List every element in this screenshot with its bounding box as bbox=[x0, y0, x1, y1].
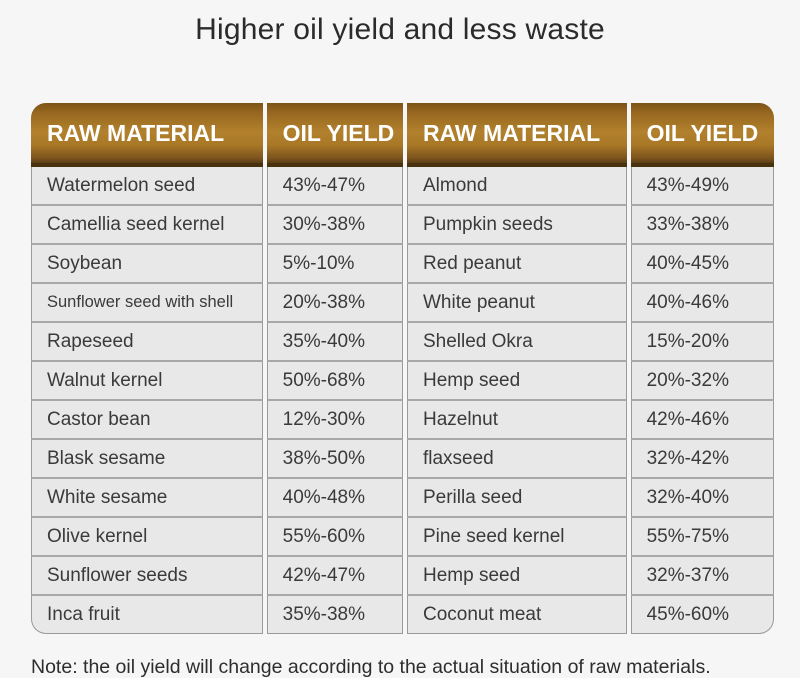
header-row: RAW MATERIAL OIL YIELD RAW MATERIAL OIL … bbox=[31, 103, 774, 167]
yield-cell: 5%-10% bbox=[266, 245, 403, 284]
column-header-oil-yield-left: OIL YIELD bbox=[266, 103, 403, 167]
material-cell: Camellia seed kernel bbox=[31, 206, 263, 245]
material-cell: Shelled Okra bbox=[406, 323, 627, 362]
table-row: Sunflower seeds 42%-47% Hemp seed 32%-37% bbox=[31, 557, 774, 596]
table-header: RAW MATERIAL OIL YIELD RAW MATERIAL OIL … bbox=[31, 103, 774, 167]
yield-cell: 15%-20% bbox=[630, 323, 774, 362]
yield-cell: 32%-42% bbox=[630, 440, 774, 479]
yield-cell: 43%-47% bbox=[266, 167, 403, 206]
material-cell: Hemp seed bbox=[406, 362, 627, 401]
yield-cell: 40%-46% bbox=[630, 284, 774, 323]
material-cell: Hazelnut bbox=[406, 401, 627, 440]
table-row: Rapeseed 35%-40% Shelled Okra 15%-20% bbox=[31, 323, 774, 362]
yield-cell: 40%-48% bbox=[266, 479, 403, 518]
yield-cell: 42%-46% bbox=[630, 401, 774, 440]
table-row: Camellia seed kernel 30%-38% Pumpkin seeds… bbox=[31, 206, 774, 245]
yield-cell: 55%-60% bbox=[266, 518, 403, 557]
yield-cell: 50%-68% bbox=[266, 362, 403, 401]
material-cell: Walnut kernel bbox=[31, 362, 263, 401]
yield-cell: 12%-30% bbox=[266, 401, 403, 440]
yield-cell: 45%-60% bbox=[630, 596, 774, 634]
page-title: Higher oil yield and less waste bbox=[195, 13, 605, 46]
yield-cell: 20%-32% bbox=[630, 362, 774, 401]
oil-yield-table: RAW MATERIAL OIL YIELD RAW MATERIAL OIL … bbox=[27, 103, 778, 634]
material-cell: Watermelon seed bbox=[31, 167, 263, 206]
table-row: Olive kernel 55%-60% Pine seed kernel 55%-7… bbox=[31, 518, 774, 557]
table-row: Walnut kernel 50%-68% Hemp seed 20%-32% bbox=[31, 362, 774, 401]
column-header-raw-material-left: RAW MATERIAL bbox=[31, 103, 263, 167]
yield-cell: 38%-50% bbox=[266, 440, 403, 479]
yield-cell: 55%-75% bbox=[630, 518, 774, 557]
material-cell: Sunflower seed with shell bbox=[31, 284, 263, 323]
table-row: Sunflower seed with shell 20%-38% White pe… bbox=[31, 284, 774, 323]
yield-cell: 35%-40% bbox=[266, 323, 403, 362]
material-cell: White sesame bbox=[31, 479, 263, 518]
yield-cell: 20%-38% bbox=[266, 284, 403, 323]
table-body: Watermelon seed 43%-47% Almond 43%-49% Camel… bbox=[31, 167, 774, 634]
material-cell: Sunflower seeds bbox=[31, 557, 263, 596]
column-header-oil-yield-right: OIL YIELD bbox=[630, 103, 774, 167]
material-cell: Blask sesame bbox=[31, 440, 263, 479]
yield-cell: 35%-38% bbox=[266, 596, 403, 634]
yield-cell: 30%-38% bbox=[266, 206, 403, 245]
table-row: Watermelon seed 43%-47% Almond 43%-49% bbox=[31, 167, 774, 206]
table-row: White sesame 40%-48% Perilla seed 32%-40% bbox=[31, 479, 774, 518]
material-cell: Pine seed kernel bbox=[406, 518, 627, 557]
yield-cell: 40%-45% bbox=[630, 245, 774, 284]
yield-cell: 42%-47% bbox=[266, 557, 403, 596]
material-cell: Almond bbox=[406, 167, 627, 206]
material-cell: Castor bean bbox=[31, 401, 263, 440]
material-cell: Coconut meat bbox=[406, 596, 627, 634]
material-cell: Red peanut bbox=[406, 245, 627, 284]
table-row: Blask sesame 38%-50% flaxseed 32%-42% bbox=[31, 440, 774, 479]
column-header-raw-material-right: RAW MATERIAL bbox=[406, 103, 627, 167]
material-cell: Olive kernel bbox=[31, 518, 263, 557]
yield-cell: 33%-38% bbox=[630, 206, 774, 245]
table-row: Inca fruit 35%-38% Coconut meat 45%-60% bbox=[31, 596, 774, 634]
material-cell: Soybean bbox=[31, 245, 263, 284]
yield-cell: 32%-40% bbox=[630, 479, 774, 518]
material-cell: Rapeseed bbox=[31, 323, 263, 362]
table-row: Castor bean 12%-30% Hazelnut 42%-46% bbox=[31, 401, 774, 440]
material-cell: Inca fruit bbox=[31, 596, 263, 634]
yield-cell: 43%-49% bbox=[630, 167, 774, 206]
material-cell: Pumpkin seeds bbox=[406, 206, 627, 245]
material-cell: Perilla seed bbox=[406, 479, 627, 518]
material-cell: Hemp seed bbox=[406, 557, 627, 596]
yield-cell: 32%-37% bbox=[630, 557, 774, 596]
footnote: Note: the oil yield will change accordin… bbox=[31, 656, 711, 678]
material-cell: White peanut bbox=[406, 284, 627, 323]
table-row: Soybean 5%-10% Red peanut 40%-45% bbox=[31, 245, 774, 284]
material-cell: flaxseed bbox=[406, 440, 627, 479]
